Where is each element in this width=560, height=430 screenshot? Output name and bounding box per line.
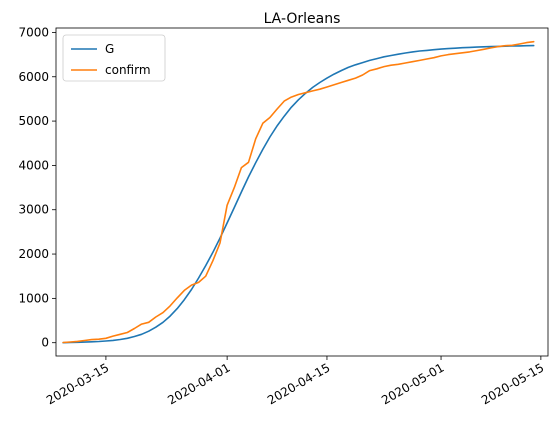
plot-area xyxy=(55,27,549,357)
y-tick-label: 5000 xyxy=(18,114,49,128)
series-line-G xyxy=(62,44,535,344)
y-tick-label: 4000 xyxy=(18,158,49,172)
series-layer xyxy=(62,40,535,344)
legend-label-confirm: confirm xyxy=(105,63,151,77)
y-tick-label: 2000 xyxy=(18,247,49,261)
y-tick-label: 3000 xyxy=(18,203,49,217)
x-tick-label: 2020-05-01 xyxy=(379,360,446,407)
chart-title: LA-Orleans xyxy=(264,11,341,27)
x-tick-label: 2020-05-15 xyxy=(479,360,546,407)
y-tick-label: 0 xyxy=(41,336,49,350)
plot-frame xyxy=(55,27,549,357)
x-tick-label: 2020-03-15 xyxy=(44,360,111,407)
y-tick-label: 7000 xyxy=(18,25,49,39)
x-tick-label: 2020-04-15 xyxy=(265,360,332,407)
y-tick-label: 1000 xyxy=(18,291,49,305)
y-axis: 0 1000 2000 3000 4000 5000 6000 7000 xyxy=(18,25,56,350)
y-tick-label: 6000 xyxy=(18,70,49,84)
x-tick-label: 2020-04-01 xyxy=(165,360,232,407)
series-line-confirm xyxy=(62,40,535,344)
legend-label-G: G xyxy=(105,42,114,56)
x-axis: 2020-03-15 2020-04-01 2020-04-15 2020-05-01… xyxy=(44,356,546,407)
